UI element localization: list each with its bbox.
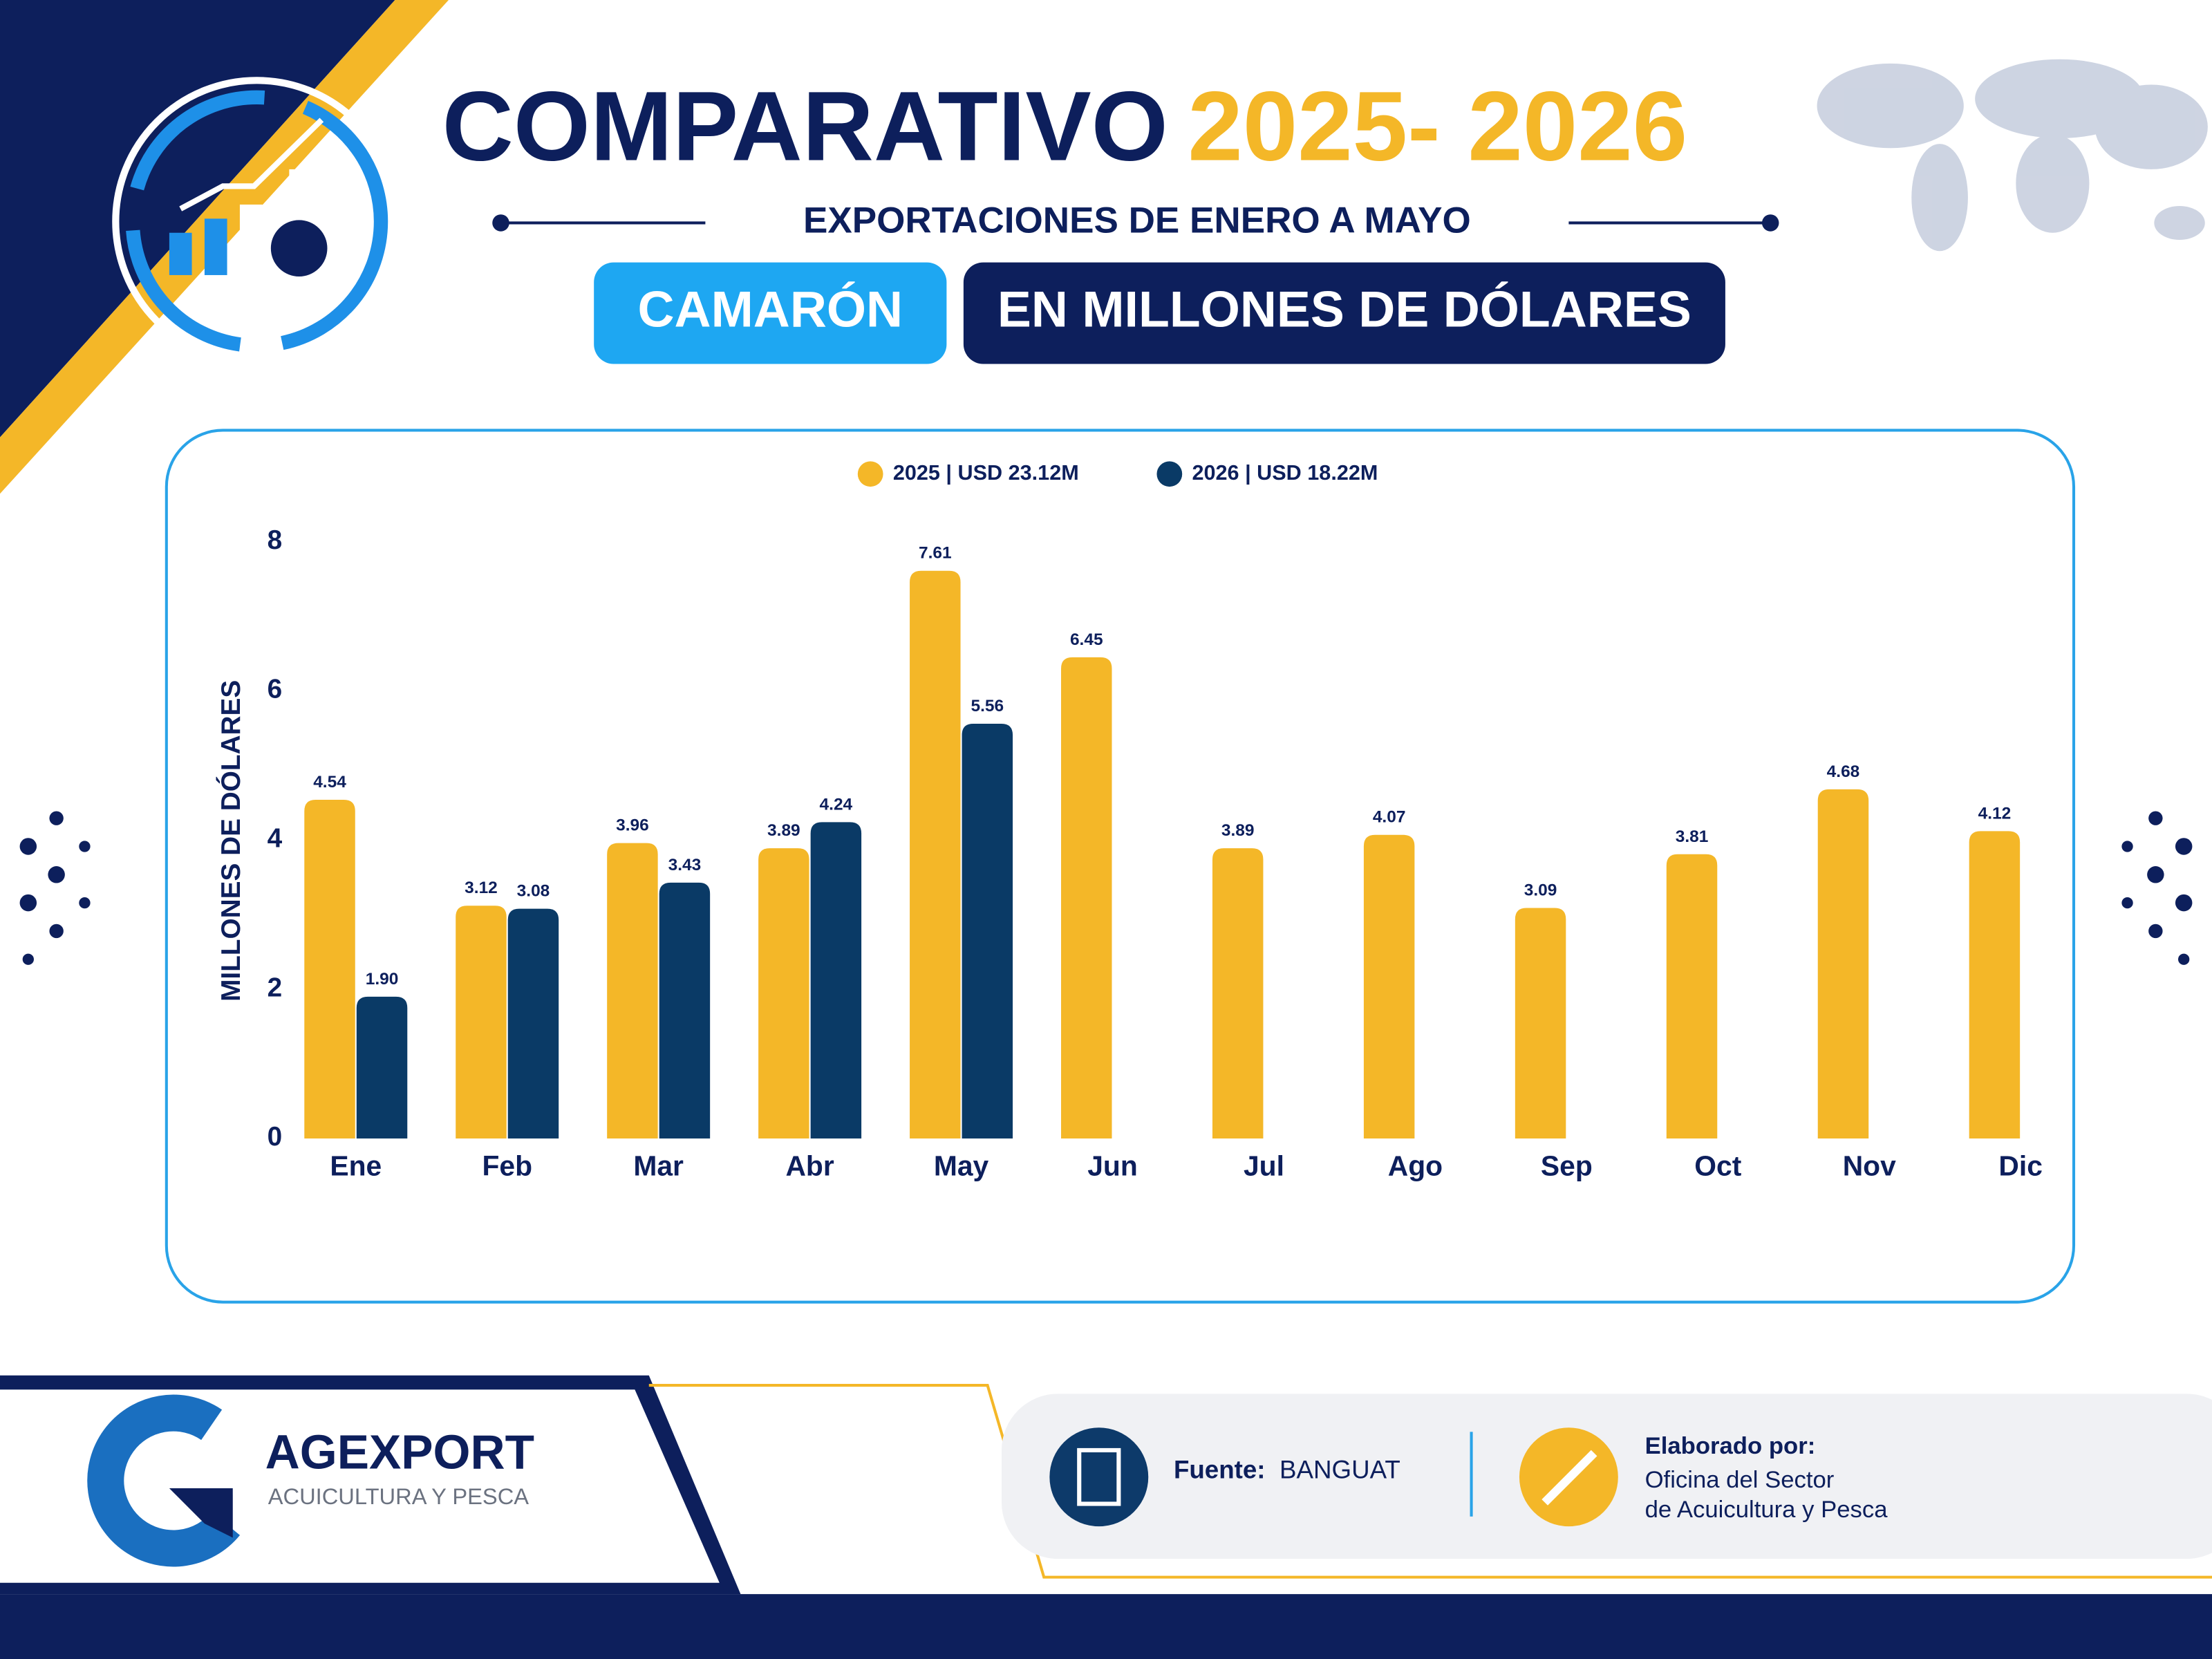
value-label: 7.61	[919, 544, 952, 563]
brand: AGEXPORT	[265, 1425, 534, 1479]
y-tick-label: 4	[268, 824, 283, 854]
x-tick-label: Abr	[785, 1150, 834, 1182]
legend-label: 2026 | USD 18.22M	[1192, 461, 1378, 485]
bar	[1666, 854, 1718, 1138]
unit: EN MILLONES DE DÓLARES	[997, 280, 1691, 337]
legend-swatch	[857, 461, 883, 487]
value-label: 3.81	[1676, 827, 1709, 846]
value-label: 1.90	[366, 970, 399, 988]
made-by-line: Oficina del Sector	[1645, 1467, 1835, 1493]
footer-band	[0, 1594, 2212, 1659]
y-tick-label: 8	[268, 525, 283, 555]
title-years: 2025- 2026	[1188, 72, 1687, 182]
legend-swatch	[1156, 461, 1183, 487]
bar	[1363, 834, 1415, 1138]
x-tick-label: Mar	[633, 1150, 684, 1182]
legend-label: 2025 | USD 23.12M	[893, 461, 1079, 485]
x-tick-label: Sep	[1541, 1150, 1593, 1182]
y-tick-label: 2	[268, 973, 283, 1002]
plot: 0 2 4 6 8 2025 | USD 23.12M 2026 | USD 18.22M E…	[268, 461, 2043, 1182]
bar	[758, 848, 809, 1138]
bar	[659, 882, 711, 1138]
value-label: 4.54	[313, 773, 346, 791]
bar	[1817, 789, 1869, 1138]
value-label: 3.89	[767, 821, 800, 840]
source-icon	[1049, 1427, 1149, 1527]
value-label: 5.56	[971, 697, 1004, 715]
made-by-line: de Acuicultura y Pesca	[1645, 1497, 1888, 1523]
value-label: 3.09	[1524, 881, 1557, 899]
value-label: 3.43	[668, 856, 702, 874]
y-tick-label: 0	[268, 1122, 283, 1152]
value-label: 4.12	[1978, 804, 2012, 823]
value-label: 6.45	[1070, 630, 1103, 649]
world-map	[1817, 59, 2208, 252]
bar	[304, 800, 355, 1138]
x-tick-label: Nov	[1843, 1150, 1896, 1182]
growth-icon	[112, 77, 402, 366]
bar	[1061, 657, 1112, 1138]
bar	[962, 723, 1013, 1138]
product-pill	[594, 262, 947, 364]
title: COMPARATIVO	[442, 72, 1168, 182]
y-axis-label: MILLONES DE DÓLARES	[216, 680, 246, 1002]
bar	[910, 570, 961, 1138]
subtitle: EXPORTACIONES DE ENERO A MAYO	[803, 200, 1471, 241]
brand-logo	[87, 1394, 241, 1567]
x-tick-label: May	[934, 1150, 989, 1182]
bar	[607, 843, 658, 1138]
pencil-icon	[1541, 1450, 1597, 1506]
divider-dot	[1761, 214, 1779, 232]
unit-pill	[963, 262, 1725, 364]
x-tick-label: Ago	[1388, 1150, 1443, 1182]
x-tick-label: Jul	[1244, 1150, 1284, 1182]
bar	[507, 908, 559, 1138]
dot-pattern	[19, 811, 2193, 965]
source-label: Fuente:	[1174, 1455, 1266, 1483]
x-tick-label: Jun	[1087, 1150, 1138, 1182]
divider-dot	[492, 214, 509, 232]
bar	[456, 906, 507, 1138]
value-label: 3.12	[465, 879, 498, 897]
bar	[810, 822, 862, 1138]
product: CAMARÓN	[638, 280, 903, 337]
brand-sub: ACUICULTURA Y PESCA	[268, 1483, 529, 1509]
bar	[1969, 831, 2021, 1138]
value-label: 4.24	[820, 795, 853, 814]
source: BANGUAT	[1280, 1455, 1400, 1483]
bar	[1212, 848, 1264, 1138]
value-label: 4.07	[1373, 808, 1406, 827]
value-label: 3.96	[616, 816, 649, 835]
bar	[356, 996, 408, 1138]
made-by-label: Elaborado por:	[1645, 1433, 1816, 1459]
x-tick-label: Ene	[330, 1150, 382, 1182]
x-tick-label: Dic	[1998, 1150, 2043, 1182]
x-tick-label: Oct	[1694, 1150, 1741, 1182]
value-label: 3.89	[1221, 821, 1255, 840]
y-tick-label: 6	[268, 675, 283, 704]
value-label: 3.08	[517, 882, 550, 901]
x-tick-label: Feb	[482, 1150, 532, 1182]
doc-icon	[1077, 1447, 1121, 1506]
value-label: 4.68	[1827, 762, 1860, 781]
bar	[1515, 908, 1566, 1138]
